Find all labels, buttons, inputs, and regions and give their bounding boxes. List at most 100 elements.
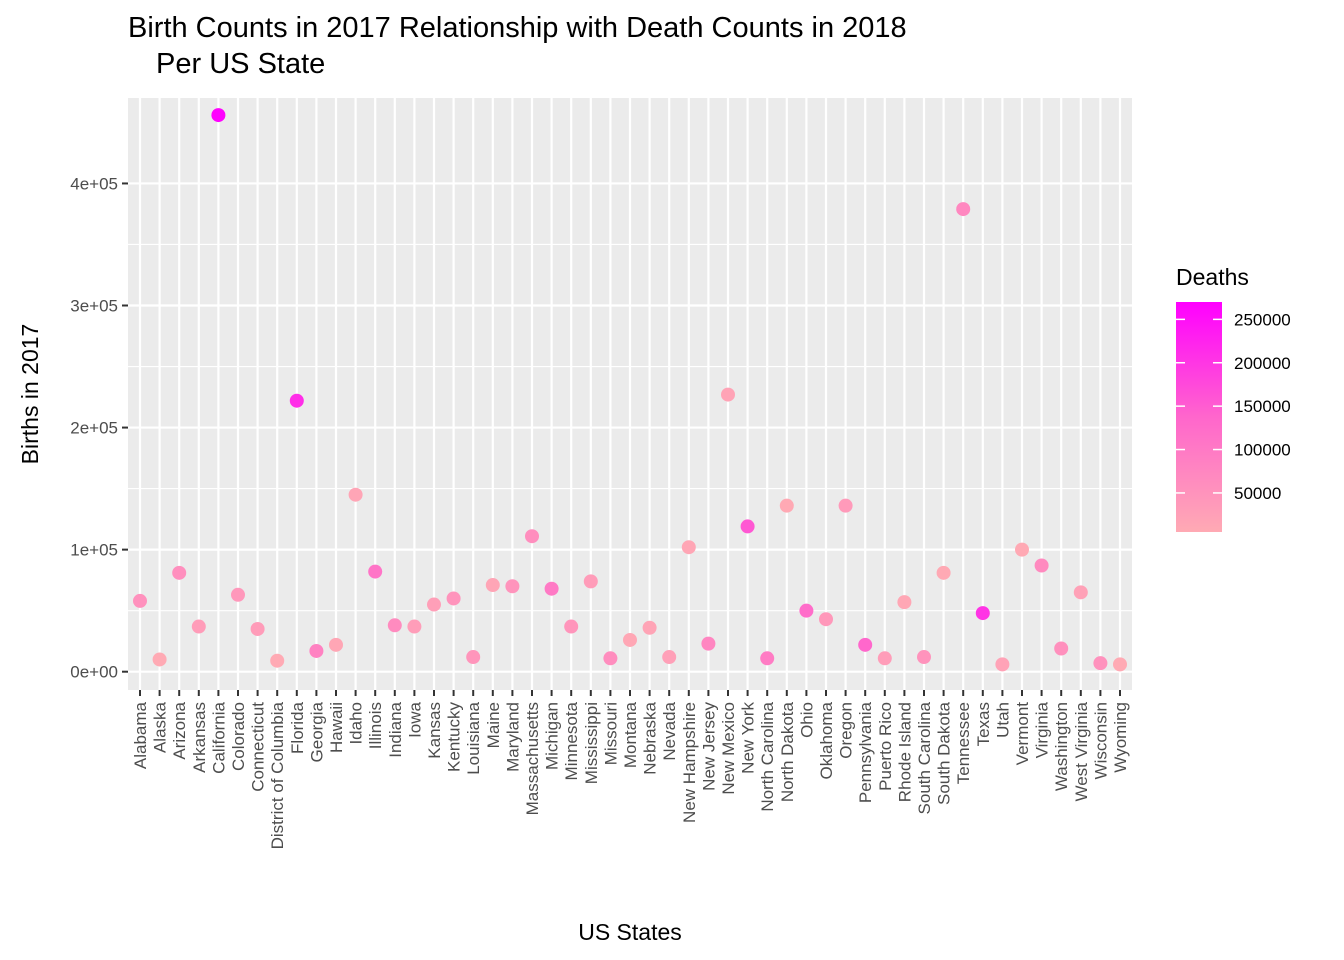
data-point (1054, 641, 1069, 656)
legend-ticks: 50000 100000 150000 200000 250000 (1176, 310, 1291, 503)
x-tick-label: Oregon (837, 702, 856, 759)
x-tick-label: Oklahoma (817, 701, 836, 779)
x-tick-label: Rhode Island (895, 702, 914, 802)
x-tick-label: California (209, 701, 228, 773)
x-tick-label: New Mexico (719, 702, 738, 795)
y-tick-label: 2e+05 (70, 419, 118, 438)
chart-subtitle: Per US State (148, 48, 326, 80)
data-point (681, 540, 696, 555)
x-tick-label: Arkansas (190, 702, 209, 773)
data-point (270, 653, 285, 668)
x-tick-label: Missouri (601, 702, 620, 765)
x-tick-label: North Carolina (758, 701, 777, 811)
data-point (858, 637, 873, 652)
x-tick-label: New Hampshire (680, 702, 699, 823)
x-tick-label: Kansas (425, 702, 444, 759)
y-tick-label: 1e+05 (70, 541, 118, 560)
data-point (1034, 558, 1049, 573)
x-tick-label: Ohio (797, 702, 816, 738)
x-tick-label: Pennsylvania (856, 701, 875, 803)
data-point (779, 498, 794, 513)
data-point (289, 393, 304, 408)
legend-colorbar (1176, 302, 1222, 532)
data-point (642, 620, 657, 635)
x-tick-label: Massachusetts (523, 702, 542, 815)
x-tick-label: Nevada (660, 701, 679, 760)
data-point (956, 202, 971, 217)
data-point (250, 621, 265, 636)
data-point (485, 578, 500, 593)
y-axis-label: Births in 2017 (17, 324, 43, 465)
x-tick-label: Connecticut (249, 702, 268, 792)
y-tick-label: 4e+05 (70, 174, 118, 193)
x-tick-label: Illinois (366, 702, 385, 749)
data-point (917, 650, 931, 665)
data-point (525, 529, 539, 544)
data-point (897, 595, 912, 610)
data-point (211, 108, 226, 123)
data-point (799, 603, 814, 618)
data-point (662, 650, 677, 665)
data-points (133, 108, 1127, 672)
x-tick-label: South Dakota (935, 701, 954, 805)
legend-title: Deaths (1176, 264, 1249, 290)
data-point (152, 652, 167, 667)
data-point (505, 579, 520, 594)
x-tick-label: Kentucky (445, 702, 464, 772)
data-point (760, 651, 775, 666)
data-point (172, 565, 187, 580)
x-tick-label: Alabama (131, 701, 150, 769)
legend-tick-label: 100000 (1234, 441, 1291, 460)
data-point (819, 612, 833, 627)
x-tick-label: Virginia (1033, 701, 1052, 758)
x-tick-label: Michigan (543, 702, 562, 770)
data-point (466, 650, 481, 665)
x-tick-label: Wyoming (1111, 702, 1130, 773)
x-axis-label: US States (578, 919, 682, 945)
x-tick-label: Mississippi (582, 702, 601, 784)
x-tick-label: Hawaii (327, 702, 346, 753)
data-point (1015, 542, 1029, 557)
data-point (877, 651, 892, 666)
color-legend: Deaths 50000 100000 150000 200000 250000 (1176, 264, 1291, 532)
legend-tick-label: 150000 (1234, 397, 1291, 416)
legend-tick-label: 250000 (1234, 310, 1291, 329)
data-point (838, 498, 853, 513)
x-tick-label: Indiana (386, 701, 405, 757)
x-tick-label: District of Columbia (268, 701, 287, 849)
y-tick-label: 0e+00 (70, 663, 118, 682)
data-point (368, 564, 383, 579)
x-tick-label: North Dakota (778, 701, 797, 802)
data-point (701, 636, 716, 651)
x-tick-label: Tennessee (954, 702, 973, 784)
data-point (407, 619, 422, 634)
chart-title: Birth Counts in 2017 Relationship with D… (128, 12, 907, 44)
x-tick-label: Washington (1052, 702, 1071, 791)
x-tick-label: Idaho (347, 702, 366, 745)
data-point (975, 606, 990, 621)
data-point (583, 574, 598, 589)
x-axis: Alabama Alaska Arizona Arkansas California Co… (131, 690, 1130, 849)
x-tick-label: Arizona (170, 701, 189, 759)
data-point (1093, 656, 1108, 671)
x-tick-label: South Carolina (915, 701, 934, 814)
data-point (348, 487, 363, 502)
data-point (721, 387, 735, 402)
x-tick-label: Montana (621, 701, 640, 768)
x-tick-label: West Virginia (1072, 701, 1091, 801)
x-tick-label: Louisiana (464, 701, 483, 774)
x-tick-label: Iowa (405, 701, 424, 737)
data-point (995, 657, 1010, 672)
x-tick-label: Georgia (307, 701, 326, 762)
x-tick-label: Florida (288, 701, 307, 754)
x-tick-label: Alaska (151, 701, 170, 753)
x-tick-label: New Jersey (699, 702, 718, 791)
legend-tick-label: 50000 (1234, 484, 1281, 503)
y-tick-label: 3e+05 (70, 297, 118, 316)
data-point (133, 593, 147, 608)
x-tick-label: Nebraska (641, 701, 660, 774)
x-tick-label: Wisconsin (1091, 702, 1110, 779)
x-tick-label: Texas (974, 702, 993, 746)
data-point (544, 581, 559, 596)
